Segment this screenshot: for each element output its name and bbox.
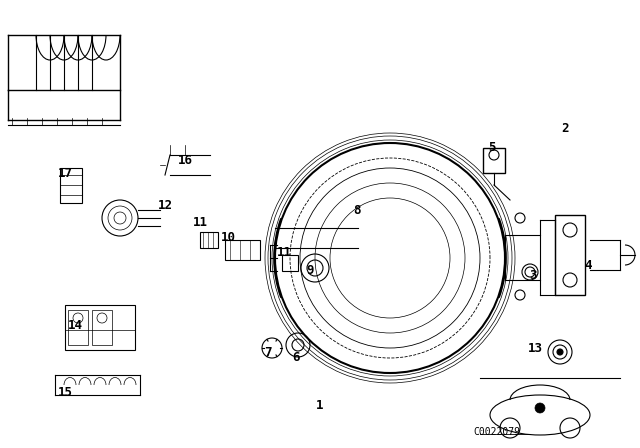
Text: 15: 15 [58, 385, 72, 399]
Text: 4: 4 [584, 258, 592, 271]
Text: 3: 3 [529, 268, 537, 281]
Text: 5: 5 [488, 141, 496, 154]
Text: 13: 13 [527, 341, 543, 354]
Text: 1: 1 [316, 399, 324, 412]
Circle shape [535, 403, 545, 413]
Circle shape [557, 349, 563, 355]
Text: 8: 8 [353, 203, 361, 216]
Bar [225, 240, 260, 260]
Bar [92, 310, 112, 345]
Text: C0022079: C0022079 [474, 427, 520, 437]
Text: 9: 9 [307, 263, 314, 276]
Text: 6: 6 [292, 350, 300, 363]
Bar [555, 215, 585, 295]
Bar [65, 305, 135, 350]
Text: 10: 10 [221, 231, 236, 244]
Bar [200, 232, 218, 248]
Bar [282, 255, 298, 271]
Text: 14: 14 [67, 319, 83, 332]
Bar [68, 310, 88, 345]
Text: 7: 7 [264, 345, 272, 358]
Bar [483, 148, 505, 173]
Text: 2: 2 [561, 121, 569, 134]
Text: 11: 11 [193, 215, 207, 228]
Text: 11: 11 [276, 246, 291, 258]
Text: 16: 16 [177, 154, 193, 167]
Text: 17: 17 [58, 167, 72, 180]
Text: 12: 12 [157, 198, 173, 211]
Bar [60, 168, 82, 203]
